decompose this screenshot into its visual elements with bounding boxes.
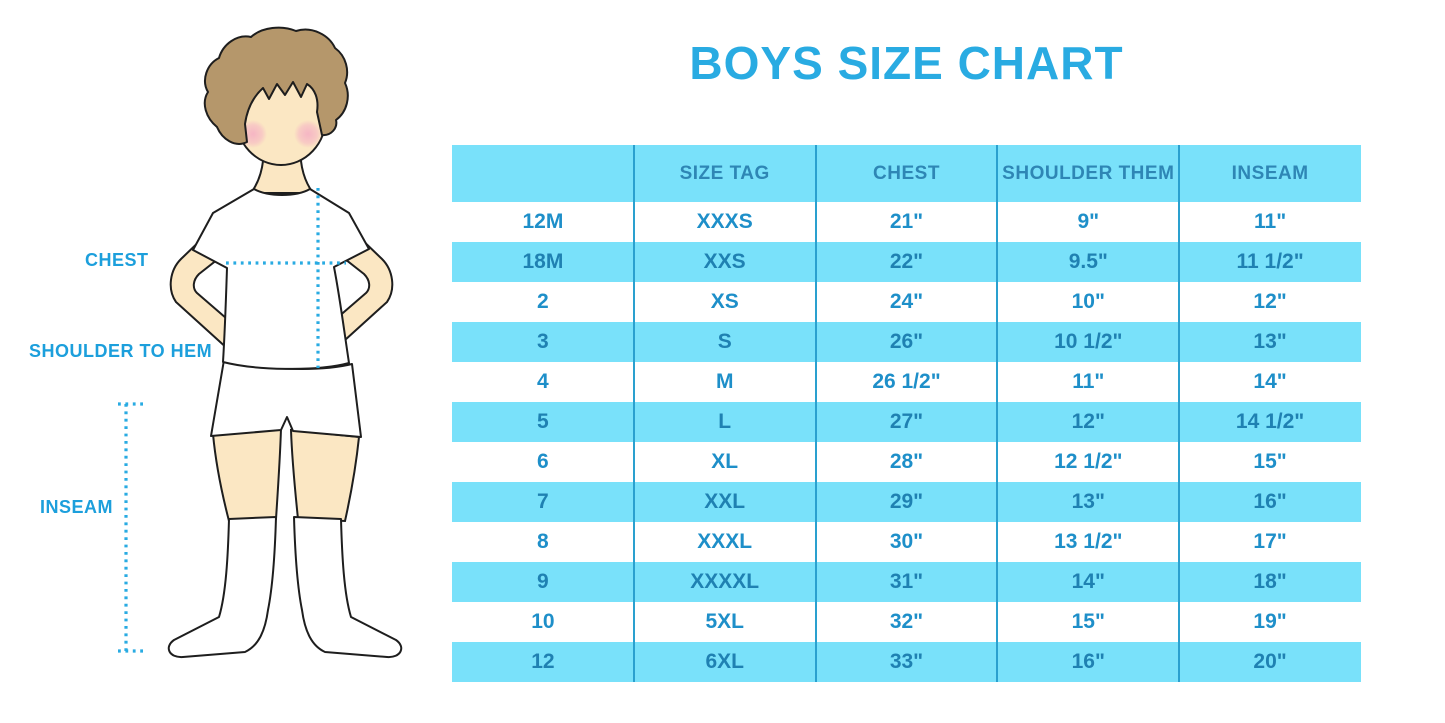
- page-title: BOYS SIZE CHART: [689, 37, 1124, 89]
- cell-shoulder: 13 1/2": [1054, 530, 1123, 553]
- right-sock: [293, 516, 403, 659]
- column-separator: [996, 145, 999, 682]
- cell-shoulder: 12": [1071, 410, 1105, 433]
- cell-size: 12M: [522, 210, 564, 233]
- cell-size-tag: XL: [711, 450, 739, 473]
- table-row: 12 6XL 33" 16" 20": [452, 642, 1361, 682]
- cell-chest: 24": [889, 290, 924, 313]
- cell-inseam: 17": [1253, 530, 1287, 553]
- table-row: 9 XXXXL 31" 14" 18": [452, 562, 1361, 602]
- cell-chest: 26": [889, 330, 924, 353]
- cell-chest: 30": [889, 530, 924, 553]
- cell-chest: 28": [889, 450, 924, 473]
- chest-label: CHEST: [85, 250, 149, 270]
- boy-figure-illustration: [118, 26, 403, 659]
- table-header-row: SIZE TAG CHEST SHOULDER THEM INSEAM: [452, 145, 1361, 202]
- right-leg: [289, 428, 361, 523]
- cell-size: 4: [537, 370, 549, 393]
- cell-size-tag: 5XL: [705, 610, 744, 633]
- column-separator: [1178, 145, 1181, 682]
- cell-inseam: 18": [1253, 570, 1287, 593]
- cell-size: 8: [537, 530, 549, 553]
- right-cheek: [294, 120, 322, 148]
- cell-size: 6: [537, 450, 549, 473]
- header-cell-inseam: INSEAM: [1231, 162, 1309, 184]
- cell-chest: 27": [889, 410, 924, 433]
- cell-shoulder: 12 1/2": [1054, 450, 1123, 473]
- cell-size: 9: [537, 570, 549, 593]
- cell-inseam: 12": [1253, 290, 1287, 313]
- t-shirt: [192, 188, 370, 370]
- cell-inseam: 19": [1253, 610, 1287, 633]
- cell-size-tag: XS: [710, 290, 739, 313]
- table-row: 4 M 26 1/2" 11" 14": [452, 362, 1361, 402]
- cell-size-tag: M: [715, 370, 734, 393]
- cell-inseam: 14 1/2": [1235, 410, 1305, 433]
- cell-size-tag: S: [717, 330, 732, 353]
- cell-shoulder: 15": [1071, 610, 1105, 633]
- cell-chest: 31": [889, 570, 924, 593]
- table-row: 6 XL 28" 12 1/2" 15": [452, 442, 1361, 482]
- cell-chest: 26 1/2": [872, 370, 941, 393]
- cell-shoulder: 9": [1077, 210, 1100, 233]
- shoulder-to-hem-label: SHOULDER TO HEM: [29, 341, 213, 361]
- cell-size-tag: XXS: [703, 250, 746, 273]
- cell-size: 18M: [522, 250, 564, 273]
- cell-chest: 29": [889, 490, 924, 513]
- cell-size-tag: XXXXL: [690, 570, 760, 593]
- header-cell-shoulder-them: SHOULDER THEM: [1002, 162, 1175, 184]
- cell-size: 7: [537, 490, 549, 513]
- cell-shoulder: 9.5": [1068, 250, 1108, 273]
- header-cell-size-tag: SIZE TAG: [679, 162, 770, 184]
- table-row: 10 5XL 32" 15" 19": [452, 602, 1361, 642]
- cell-shoulder: 13": [1071, 490, 1105, 513]
- left-sock: [167, 516, 277, 659]
- cell-size-tag: XXXS: [696, 210, 753, 233]
- cell-inseam: 16": [1253, 490, 1287, 513]
- size-chart-table: SIZE TAG CHEST SHOULDER THEM INSEAM 12M …: [452, 145, 1361, 682]
- cell-chest: 21": [889, 210, 924, 233]
- cell-size-tag: XXL: [704, 490, 746, 513]
- left-leg: [211, 427, 283, 523]
- cell-inseam: 11": [1254, 210, 1287, 233]
- table-row: 8 XXXL 30" 13 1/2" 17": [452, 522, 1361, 562]
- table-body: 12M XXXS 21" 9" 11" 18M XXS 22" 9.5" 11 …: [452, 202, 1361, 682]
- cell-shoulder: 11": [1072, 370, 1105, 393]
- shorts: [210, 359, 362, 438]
- cell-size: 12: [531, 650, 555, 673]
- cell-inseam: 14": [1253, 370, 1287, 393]
- header-cell-chest: CHEST: [873, 162, 940, 184]
- table-row: 12M XXXS 21" 9" 11": [452, 202, 1361, 242]
- table-row: 5 L 27" 12" 14 1/2": [452, 402, 1361, 442]
- column-separator: [632, 145, 635, 682]
- cell-shoulder: 10": [1071, 290, 1105, 313]
- hair: [203, 26, 349, 145]
- cell-chest: 33": [889, 650, 924, 673]
- cell-inseam: 11 1/2": [1236, 250, 1304, 273]
- table-row: 7 XXL 29" 13" 16": [452, 482, 1361, 522]
- cell-size: 2: [537, 290, 549, 313]
- cell-size-tag: L: [718, 410, 732, 433]
- cell-size: 5: [537, 410, 549, 433]
- cell-inseam: 13": [1253, 330, 1287, 353]
- column-separator: [814, 145, 817, 682]
- cell-inseam: 20": [1253, 650, 1287, 673]
- cell-inseam: 15": [1253, 450, 1287, 473]
- cell-shoulder: 14": [1071, 570, 1105, 593]
- cell-size: 10: [531, 610, 555, 633]
- inseam-label: INSEAM: [40, 497, 114, 517]
- table-row: 3 S 26" 10 1/2" 13": [452, 322, 1361, 362]
- table-row: 2 XS 24" 10" 12": [452, 282, 1361, 322]
- cell-size-tag: 6XL: [705, 650, 744, 673]
- cell-size-tag: XXXL: [697, 530, 753, 553]
- cell-shoulder: 16": [1071, 650, 1105, 673]
- header-cell-size: [452, 145, 634, 202]
- table-row: 18M XXS 22" 9.5" 11 1/2": [452, 242, 1361, 282]
- cell-chest: 32": [889, 610, 924, 633]
- cell-shoulder: 10 1/2": [1054, 330, 1123, 353]
- cell-chest: 22": [889, 250, 924, 273]
- cell-size: 3: [537, 330, 549, 353]
